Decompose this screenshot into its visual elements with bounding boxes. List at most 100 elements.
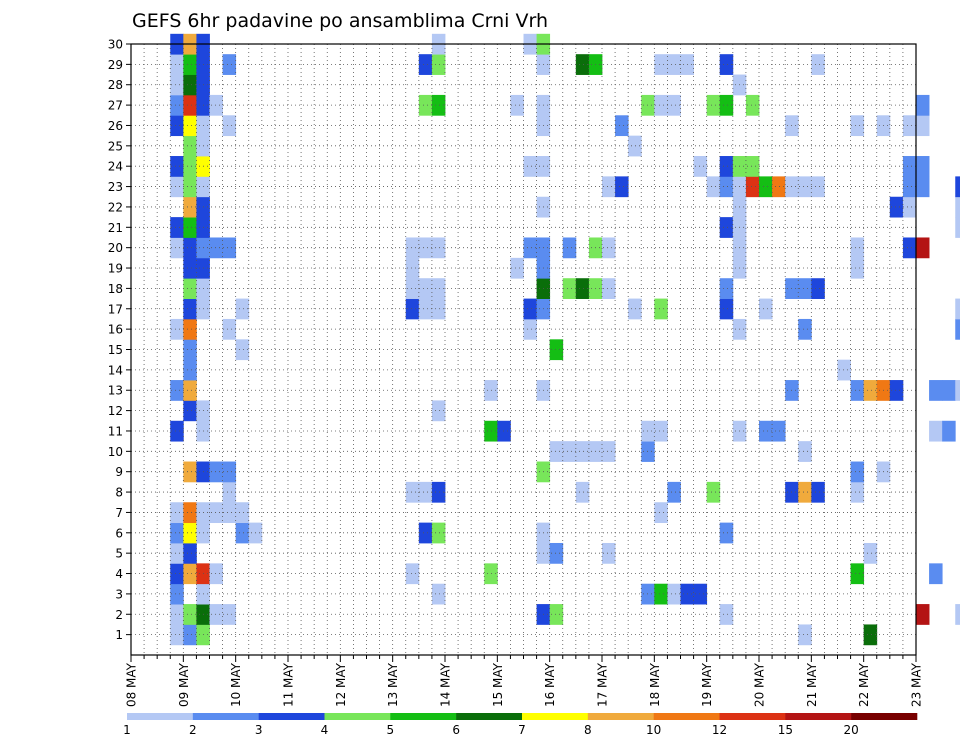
heatmap-cell (719, 54, 734, 75)
y-tick-label: 15 (108, 343, 123, 357)
heatmap-cell (183, 400, 197, 422)
x-tick-label: 09 MAY (177, 662, 191, 707)
heatmap-cell (811, 278, 825, 299)
heatmap-cells (170, 33, 960, 646)
heatmap-cell (523, 237, 537, 259)
heatmap-cell (523, 156, 537, 177)
heatmap-cell (209, 502, 223, 524)
heatmap-cell (235, 339, 250, 361)
y-tick-label: 13 (108, 384, 123, 398)
legend-label: 2 (189, 723, 197, 737)
heatmap-cell (575, 54, 590, 75)
heatmap-cell (575, 278, 590, 299)
heatmap-cell (654, 298, 668, 320)
heatmap-cell (183, 135, 197, 157)
heatmap-cell (183, 604, 197, 625)
heatmap-cell (562, 237, 577, 259)
heatmap-cell (602, 176, 616, 198)
heatmap-cell (916, 94, 930, 116)
heatmap-cell (667, 54, 681, 75)
heatmap-cell (693, 583, 708, 605)
heatmap-cell (170, 176, 184, 198)
legend-swatch (785, 713, 852, 720)
heatmap-cell (431, 54, 446, 75)
chart-title: GEFS 6hr padavine po ansamblima Crni Vrh (132, 10, 548, 32)
heatmap-cell (706, 481, 721, 503)
y-tick-label: 12 (108, 404, 123, 418)
heatmap-cell (431, 278, 446, 299)
heatmap-cell (798, 176, 812, 198)
heatmap-cell (418, 237, 433, 259)
heatmap-cell (863, 542, 878, 564)
heatmap-cell (510, 257, 524, 279)
heatmap-cell (183, 278, 197, 299)
heatmap-cell (850, 257, 865, 279)
heatmap-cell (170, 420, 184, 442)
heatmap-cell (745, 94, 760, 116)
legend-swatch (390, 713, 457, 720)
heatmap-cell (955, 217, 960, 238)
heatmap-cell (654, 54, 668, 75)
heatmap-cell (183, 237, 197, 259)
y-tick-label: 22 (108, 200, 123, 214)
heatmap-cell (431, 481, 446, 503)
heatmap-cell (798, 318, 812, 340)
grid-lines (131, 43, 917, 655)
heatmap-cell (602, 237, 616, 259)
heatmap-cell (719, 94, 734, 116)
color-legend: 1 2 3 4 5 6 7 8 10 12 15 20 (123, 713, 918, 737)
heatmap-cell (719, 176, 734, 198)
x-tick-label: 12 MAY (334, 662, 348, 707)
legend-label: 10 (646, 723, 661, 737)
heatmap-cell (510, 94, 524, 116)
heatmap-cell (183, 380, 197, 401)
heatmap-cell (183, 298, 197, 320)
legend-label: 7 (518, 723, 526, 737)
heatmap-cell (405, 278, 420, 299)
heatmap-cell (719, 522, 734, 544)
heatmap-cell (418, 278, 433, 299)
heatmap-cell (654, 420, 668, 442)
y-tick-label: 29 (108, 58, 123, 72)
heatmap-cell (719, 604, 734, 625)
heatmap-cell (811, 481, 825, 503)
heatmap-cell (863, 380, 878, 401)
x-tick-label: 11 MAY (282, 662, 296, 707)
y-tick-label: 20 (108, 241, 123, 255)
heatmap-cell (431, 298, 446, 320)
heatmap-cell (667, 481, 681, 503)
heatmap-cell (863, 624, 878, 646)
y-tick-label: 2 (115, 608, 123, 622)
y-tick-label: 25 (108, 139, 123, 153)
y-tick-label: 28 (108, 78, 123, 92)
heatmap-cell (183, 461, 197, 483)
heatmap-cell (170, 583, 184, 605)
heatmap-cell (170, 94, 184, 116)
heatmap-cell (170, 604, 184, 625)
heatmap-cell (183, 54, 197, 75)
y-tick-label: 17 (108, 302, 123, 316)
heatmap-cell (549, 441, 564, 462)
y-tick-label: 26 (108, 119, 123, 133)
heatmap-cell (170, 74, 184, 96)
heatmap-cell (929, 563, 943, 585)
legend-label: 15 (778, 723, 793, 737)
heatmap-cell (575, 481, 590, 503)
legend-label: 1 (123, 723, 131, 737)
heatmap-cell (549, 542, 564, 564)
heatmap-cell (405, 481, 420, 503)
y-tick-label: 23 (108, 180, 123, 194)
heatmap-cell (405, 298, 420, 320)
heatmap-cell (170, 624, 184, 646)
heatmap-cell (209, 604, 223, 625)
y-tick-label: 4 (115, 567, 123, 581)
heatmap-cell (183, 502, 197, 524)
heatmap-cell (183, 257, 197, 279)
heatmap-cell (772, 176, 786, 198)
legend-swatch (719, 713, 786, 720)
heatmap-cell (170, 502, 184, 524)
heatmap-cell (183, 115, 197, 137)
legend-swatch (522, 713, 589, 720)
heatmap-cell (811, 176, 825, 198)
